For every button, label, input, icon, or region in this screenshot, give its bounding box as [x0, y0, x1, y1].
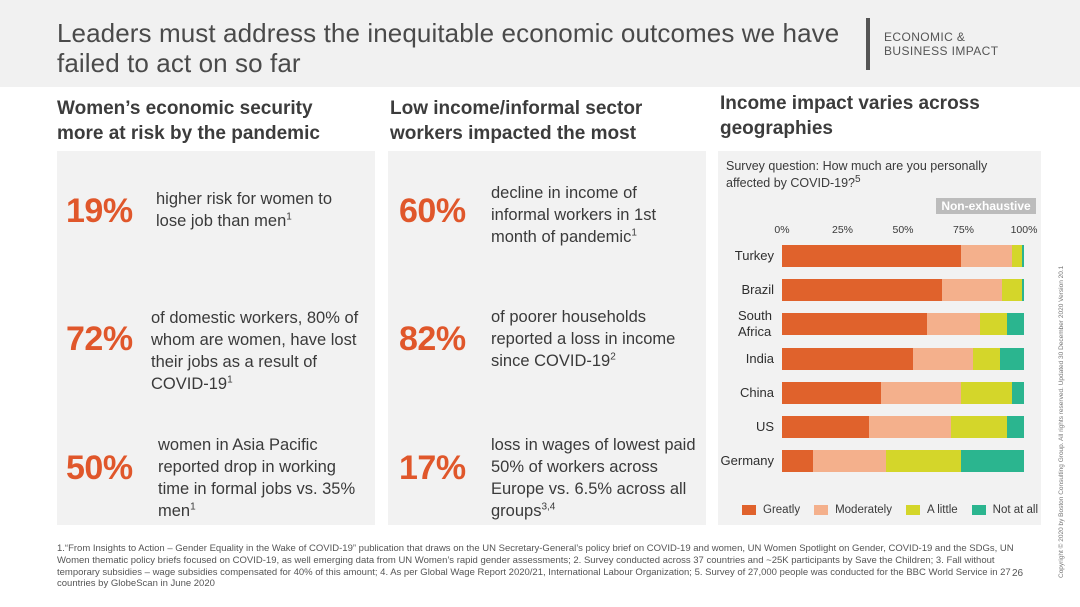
bar-segment [782, 381, 882, 404]
chart-subtitle: Survey question: How much are you person… [726, 159, 988, 190]
bar-segment [1007, 416, 1024, 438]
column-heading-geographies: Income impact varies across geographies [720, 93, 980, 139]
legend-item: Not at all [971, 504, 1039, 516]
bar-segment [912, 347, 974, 370]
footnote-ref: 2 [610, 351, 616, 363]
category-label: US [755, 419, 774, 434]
stat-value: 19% [66, 192, 133, 230]
copyright-notice: Copyright © 2020 by Boston Consulting Gr… [1058, 265, 1065, 578]
legend-label: Not at all [992, 504, 1039, 516]
x-tick-label: 25% [831, 224, 854, 236]
column-heading-informal: Low income/informal sector workers impac… [390, 98, 643, 144]
bar-segment [941, 279, 1003, 302]
bar-segment [782, 416, 870, 438]
stat-value: 50% [66, 449, 133, 487]
x-tick-label: 0% [774, 224, 790, 236]
legend-swatch [905, 505, 920, 515]
bar-segment [927, 313, 981, 336]
footnote-ref: 1 [227, 374, 233, 386]
column-heading-women: Women’s economic security more at risk b… [57, 98, 320, 144]
category-label: Turkey [734, 248, 774, 263]
bar-segment [1011, 245, 1022, 267]
bar-segment [1002, 279, 1022, 302]
bar-segment [782, 245, 962, 267]
legend-item: Greatly [742, 504, 800, 516]
panel-women [57, 151, 375, 525]
footnotes: 1.“From Insights to Action – Gender Equa… [57, 543, 1014, 590]
bar-segment [886, 450, 962, 473]
category-label: China [740, 384, 774, 400]
footnote-ref: 3,4 [541, 501, 556, 513]
stat-text: of poorer households reported a loss in … [491, 308, 676, 370]
bar-segment [961, 381, 1012, 404]
header-divider [866, 18, 870, 70]
stat-value: 17% [399, 449, 466, 487]
bar-segment [951, 416, 1008, 438]
stat-text: loss in wages of lowest paid 50% of work… [491, 436, 696, 520]
legend-item: A little [905, 504, 958, 516]
bar-segment [973, 347, 1000, 370]
footnote-ref: 1 [286, 211, 292, 223]
category-label: South Africa [738, 308, 772, 340]
category-label: India [745, 350, 774, 366]
section-tag: ECONOMIC & BUSINESS IMPACT [884, 30, 999, 58]
legend-label: A little [926, 504, 958, 516]
chart-legend: Greatly Moderately A little Not at all [742, 504, 1052, 516]
header-band [0, 0, 1080, 87]
bar-segment [980, 313, 1008, 336]
legend-item: Moderately [814, 504, 892, 516]
page-title: Leaders must address the inequitable eco… [57, 18, 840, 78]
bar-segment [782, 450, 814, 473]
legend-label: Moderately [835, 504, 892, 516]
stat-text: women in Asia Pacific reported drop in w… [158, 436, 356, 520]
non-exhaustive-badge: Non-exhaustive [936, 198, 1036, 214]
bar-segment [1021, 279, 1024, 302]
stat-text: higher risk for women to lose job than m… [156, 190, 333, 230]
x-tick-label: 100% [1010, 224, 1038, 236]
bar-segment [961, 245, 1012, 267]
bar-segment [1011, 381, 1024, 404]
page-number: 26 [1012, 568, 1024, 579]
bar-segment [1007, 313, 1024, 336]
footnote-ref: 1 [631, 227, 637, 239]
footnote-ref: 1 [190, 501, 196, 513]
stat-value: 60% [399, 192, 466, 230]
category-label: Germany [720, 453, 774, 469]
bar-segment [999, 347, 1024, 370]
category-label: Brazil [741, 282, 774, 298]
x-tick-label: 50% [892, 224, 914, 236]
legend-swatch [742, 505, 756, 515]
stat-value: 72% [66, 320, 133, 358]
bar-segment [782, 347, 913, 370]
bar-segment [961, 450, 1024, 473]
panel-informal [388, 151, 706, 525]
bar-segment [782, 313, 928, 336]
legend-swatch [971, 505, 986, 515]
legend-swatch [814, 505, 829, 515]
x-tick-label: 75% [952, 224, 975, 236]
bar-segment [1021, 245, 1024, 267]
footnote-ref: 5 [855, 173, 861, 185]
bar-segment [869, 416, 952, 438]
bar-segment [813, 450, 887, 473]
legend-label: Greatly [763, 504, 801, 516]
bar-segment [782, 279, 942, 302]
stat-text: of domestic workers, 80% of whom are wom… [151, 309, 359, 393]
stat-text: decline in income of informal workers in… [491, 184, 657, 246]
stat-value: 82% [399, 320, 466, 358]
bar-segment [881, 381, 962, 404]
